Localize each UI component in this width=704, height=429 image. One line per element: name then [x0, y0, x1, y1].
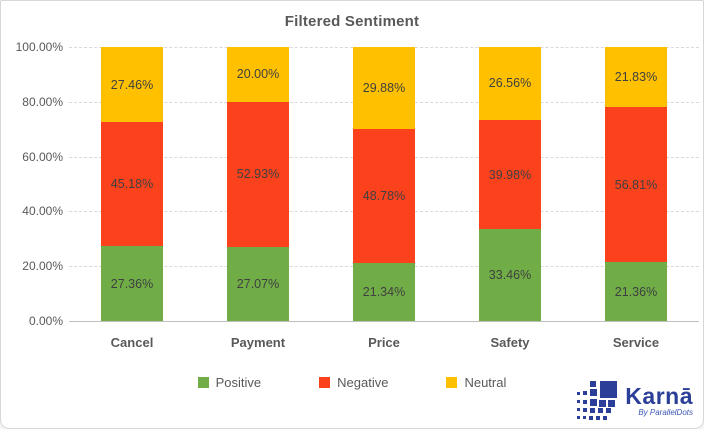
legend-label: Neutral: [464, 375, 507, 390]
karna-pixel-logo-icon: [577, 381, 618, 420]
bar-segment-negative: 56.81%: [605, 106, 667, 263]
brand-logo: Karnā By ParallelDots: [571, 377, 697, 425]
y-tick-label: 40.00%: [22, 204, 63, 219]
stacked-bar-cancel: 27.36% 45.18% 27.46%: [101, 47, 163, 321]
y-tick-label: 80.00%: [22, 94, 63, 109]
stacked-bar-payment: 27.07% 52.93% 20.00%: [227, 47, 289, 321]
data-label: 45.18%: [110, 177, 154, 192]
data-label: 20.00%: [236, 67, 280, 82]
data-label: 52.93%: [236, 167, 280, 182]
data-label: 21.83%: [614, 69, 658, 84]
bar-segment-negative: 48.78%: [353, 128, 415, 263]
legend-item-positive: Positive: [197, 375, 262, 390]
bar-segment-neutral: 26.56%: [479, 47, 541, 120]
brand-byline: By ParallelDots: [638, 408, 693, 417]
positive-swatch-icon: [197, 377, 209, 388]
bar-segment-neutral: 29.88%: [353, 47, 415, 129]
x-category-label: Safety: [490, 335, 530, 350]
bar-segment-neutral: 20.00%: [227, 47, 289, 102]
brand-name: Karnā: [625, 383, 693, 409]
bars-container: 27.36% 45.18% 27.46% 27.07% 52.93% 20.00% 21.3…: [69, 47, 699, 321]
legend-item-neutral: Neutral: [446, 375, 506, 390]
data-label: 56.81%: [614, 177, 658, 192]
legend-label: Negative: [337, 375, 389, 390]
bar-slot-price: 21.34% 48.78% 29.88%: [321, 47, 447, 321]
data-label: 27.36%: [110, 276, 154, 291]
negative-swatch-icon: [319, 377, 331, 388]
legend-label: Positive: [215, 375, 262, 390]
bar-segment-positive: 21.34%: [353, 262, 415, 321]
stacked-bar-price: 21.34% 48.78% 29.88%: [353, 47, 415, 321]
bar-slot-payment: 27.07% 52.93% 20.00%: [195, 47, 321, 321]
x-category-label: Price: [368, 335, 400, 350]
data-label: 33.46%: [488, 268, 532, 283]
legend-item-negative: Negative: [319, 375, 388, 390]
bar-segment-negative: 39.98%: [479, 119, 541, 230]
bar-segment-positive: 27.36%: [101, 246, 163, 321]
x-category-label: Cancel: [110, 335, 154, 350]
bar-slot-service: 21.36% 56.81% 21.83%: [573, 47, 699, 321]
bar-segment-neutral: 27.46%: [101, 47, 163, 123]
y-tick-label: 60.00%: [22, 149, 63, 164]
data-label: 29.88%: [362, 80, 406, 95]
data-label: 48.78%: [362, 188, 406, 203]
legend: Positive Negative Neutral: [1, 375, 703, 390]
bar-slot-safety: 33.46% 39.98% 26.56%: [447, 47, 573, 321]
bar-segment-positive: 33.46%: [479, 229, 541, 321]
y-tick-label: 20.00%: [22, 259, 63, 274]
bar-segment-neutral: 21.83%: [605, 47, 667, 107]
bar-segment-negative: 52.93%: [227, 101, 289, 247]
bar-slot-cancel: 27.36% 45.18% 27.46%: [69, 47, 195, 321]
x-axis-line: [69, 321, 699, 322]
stacked-bar-safety: 33.46% 39.98% 26.56%: [479, 47, 541, 321]
x-axis: Cancel Payment Price Safety Service: [69, 335, 699, 350]
x-category-label: Service: [612, 335, 660, 350]
data-label: 39.98%: [488, 167, 532, 182]
brand-text: Karnā By ParallelDots: [625, 385, 693, 417]
chart-title: Filtered Sentiment: [284, 13, 420, 30]
data-label: 21.36%: [614, 284, 658, 299]
stacked-bar-service: 21.36% 56.81% 21.83%: [605, 47, 667, 321]
data-label: 26.56%: [488, 76, 532, 91]
bar-segment-positive: 21.36%: [605, 262, 667, 321]
data-label: 21.34%: [362, 284, 406, 299]
y-tick-label: 100.00%: [15, 40, 63, 54]
x-category-label: Payment: [230, 335, 286, 350]
bar-segment-negative: 45.18%: [101, 122, 163, 247]
bar-segment-positive: 27.07%: [227, 246, 289, 321]
y-tick-label: 0.00%: [28, 314, 63, 328]
data-label: 27.07%: [236, 276, 280, 291]
neutral-swatch-icon: [446, 377, 458, 388]
data-label: 27.46%: [110, 77, 154, 92]
